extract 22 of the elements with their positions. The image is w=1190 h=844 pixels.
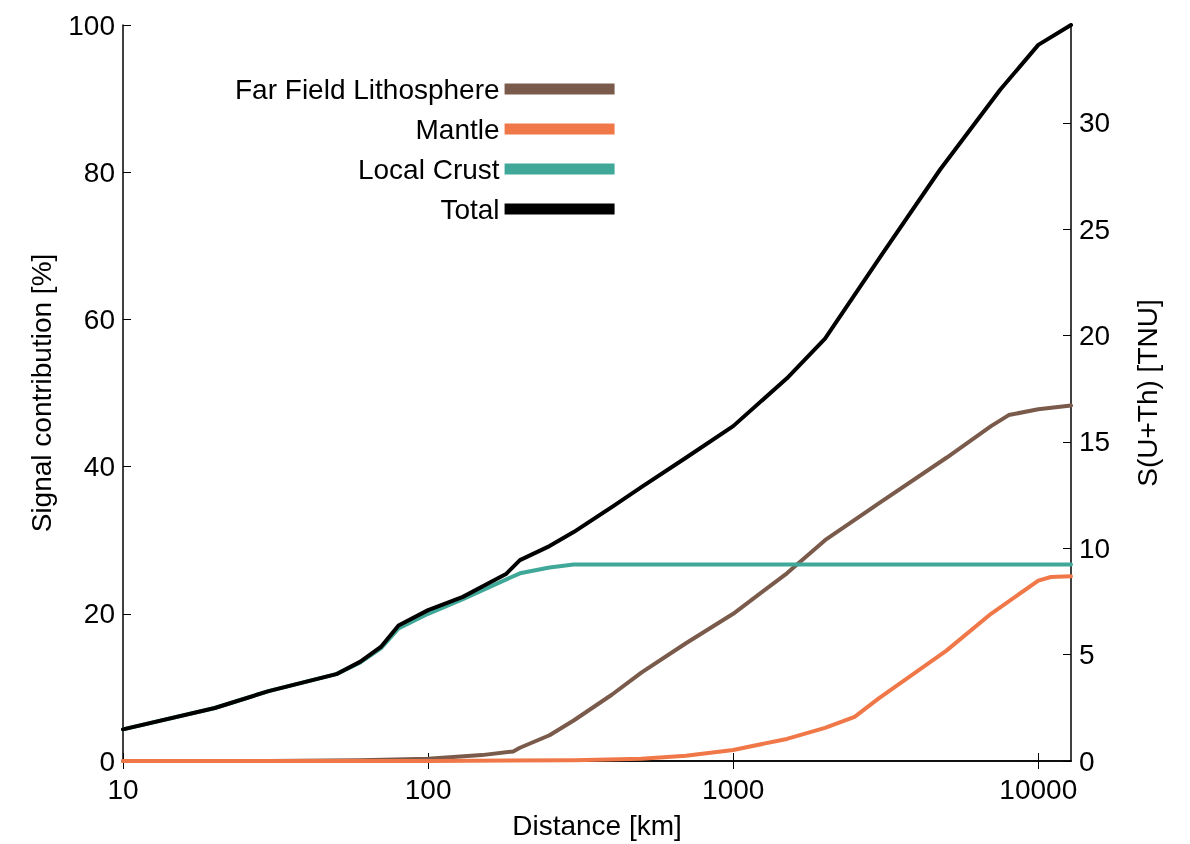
x-axis-title: Distance [km] — [512, 809, 682, 841]
y2-axis-title: S(U+Th) [TNU] — [1131, 299, 1163, 487]
y2-tick-label: 30 — [1079, 107, 1111, 139]
y2-tick-label: 5 — [1079, 639, 1095, 671]
legend-label: Local Crust — [357, 153, 500, 185]
y2-tick-label: 20 — [1079, 320, 1111, 352]
y-tick-label: 80 — [83, 156, 115, 188]
y-axis-title: Signal contribution [%] — [25, 253, 57, 533]
y-tick-label: 60 — [83, 303, 115, 335]
x-tick-label: 10000 — [999, 773, 1078, 805]
legend-label: Mantle — [415, 113, 500, 145]
y2-tick-label: 10 — [1079, 532, 1111, 564]
y-tick-label: 40 — [83, 451, 115, 483]
y2-tick-label: 15 — [1079, 426, 1111, 458]
x-tick-label: 1000 — [702, 773, 765, 805]
x-tick-label: 100 — [404, 773, 452, 805]
legend-label: Total — [440, 193, 500, 225]
y-tick-label: 100 — [68, 9, 115, 41]
y2-tick-label: 0 — [1079, 745, 1095, 777]
y2-tick-label: 25 — [1079, 213, 1111, 245]
legend-label: Far Field Lithosphere — [235, 73, 500, 105]
y-tick-label: 20 — [83, 598, 115, 630]
